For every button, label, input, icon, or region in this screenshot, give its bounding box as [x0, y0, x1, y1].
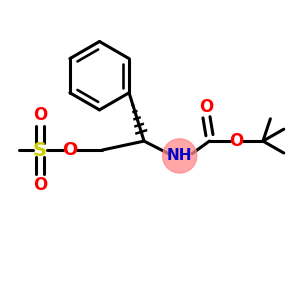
Text: O: O	[33, 106, 47, 124]
Text: NH: NH	[167, 148, 193, 164]
Text: O: O	[199, 98, 214, 116]
Text: S: S	[33, 140, 47, 160]
Text: O: O	[33, 176, 47, 194]
Text: O: O	[62, 141, 77, 159]
Ellipse shape	[163, 139, 197, 173]
Text: O: O	[229, 132, 243, 150]
